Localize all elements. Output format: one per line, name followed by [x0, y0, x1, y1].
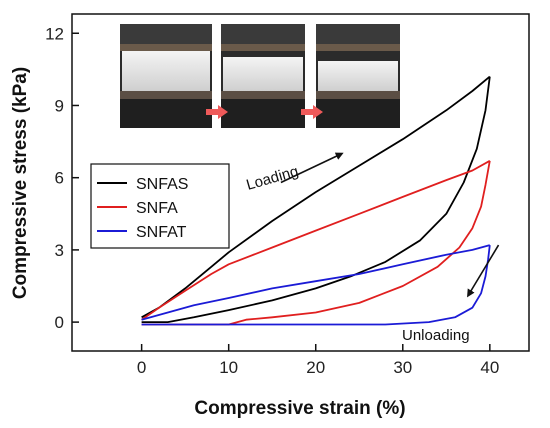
- plot-frame: [71, 13, 530, 352]
- inset-arrow-2: [301, 105, 323, 119]
- x-axis-label: Compressive strain (%): [194, 398, 405, 419]
- y-tick-label: 6: [55, 169, 64, 188]
- inset-frame-3: [316, 24, 400, 128]
- x-tick-label: 30: [393, 358, 412, 377]
- series-snfa-loading-line: [141, 160, 491, 321]
- x-tick-label: 40: [480, 358, 499, 377]
- series-snfas-loading-line: [141, 75, 491, 319]
- loading-arrow: [280, 152, 344, 184]
- inset-frame-1: [120, 24, 212, 128]
- legend: SNFAS SNFA SNFAT: [90, 163, 230, 249]
- x-tick-label: 20: [306, 358, 325, 377]
- y-axis-label: Compressive stress (kPa): [10, 67, 31, 299]
- y-tick-label: 0: [55, 313, 64, 332]
- inset-frame-2: [221, 24, 305, 128]
- x-tick-label: 0: [137, 358, 146, 377]
- series-layer: [141, 75, 491, 326]
- unloading-arrow: [467, 244, 500, 298]
- annotation-unloading: Unloading: [402, 327, 470, 344]
- y-tick-label: 9: [55, 96, 64, 115]
- series-snfat-unloading-line: [141, 244, 491, 326]
- x-tick-label: 10: [219, 358, 238, 377]
- annotation-loading: Loading: [244, 163, 300, 194]
- legend-label-snfat: SNFAT: [136, 224, 187, 241]
- legend-label-snfa: SNFA: [136, 200, 178, 217]
- series-snfas-unloading-line: [141, 76, 491, 323]
- axis-ticks: 0 10 20 30 40 0 3 6 9 12: [45, 24, 499, 377]
- series-snfat-loading-line: [141, 244, 491, 321]
- legend-label-snfas: SNFAS: [136, 176, 188, 193]
- inset-arrow-1: [206, 105, 228, 119]
- y-tick-label: 12: [45, 24, 64, 43]
- y-tick-label: 3: [55, 241, 64, 260]
- inset-photo: [120, 24, 400, 128]
